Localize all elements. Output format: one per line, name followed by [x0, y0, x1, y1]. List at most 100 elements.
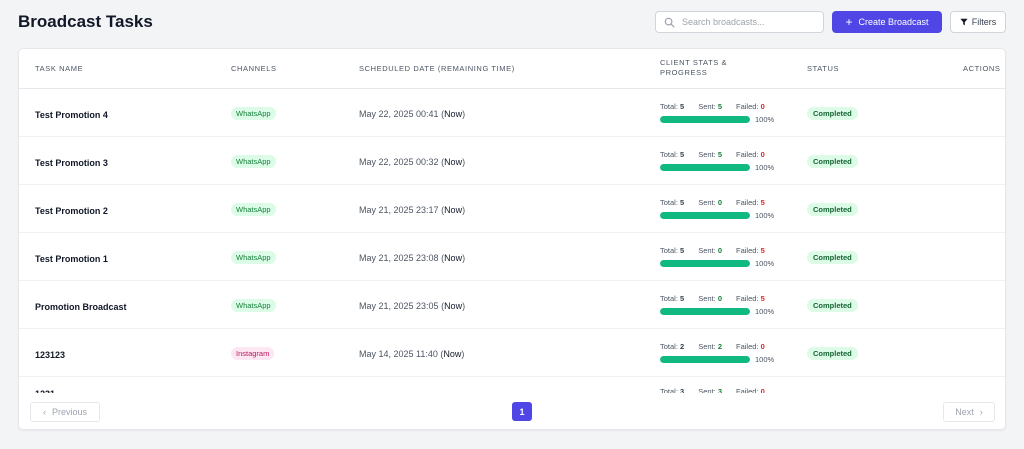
col-client-stats: CLIENT STATS & PROGRESS [660, 58, 727, 78]
date-value: May 21, 2025 23:05 [359, 301, 439, 311]
remaining-time: Now [443, 349, 462, 359]
total-value: 3 [680, 387, 685, 393]
total-value: 5 [680, 294, 685, 303]
progress-fill [660, 308, 750, 315]
status-badge: Completed [807, 251, 858, 264]
failed-value: 0 [760, 387, 765, 393]
failed-value: 5 [760, 294, 765, 303]
table-row[interactable]: Test Promotion 2 WhatsApp May 21, 2025 2… [19, 185, 1005, 233]
sent-value: 0 [717, 198, 722, 207]
progress-fill [660, 164, 750, 171]
scheduled-date: May 21, 2025 23:17 (Now) [359, 205, 466, 215]
table-body: Test Promotion 4 WhatsApp May 22, 2025 0… [19, 89, 1005, 393]
client-stats: Total: 5 Sent: 0 Failed: 5 [660, 294, 779, 303]
remaining-time: Now [444, 109, 463, 119]
sent-value: 0 [717, 294, 722, 303]
table-header: TASK NAME CHANNELS SCHEDULED DATE (REMAI… [19, 49, 1005, 89]
broadcast-table-card: TASK NAME CHANNELS SCHEDULED DATE (REMAI… [18, 48, 1006, 430]
channel-badge-instagram: Instagram [231, 347, 275, 360]
progress-bar [660, 356, 750, 363]
scheduled-date: May 21, 2025 23:05 (Now) [359, 301, 466, 311]
total-value: 2 [680, 342, 685, 351]
sent-label: Sent: [698, 102, 716, 111]
search-input[interactable] [682, 17, 822, 27]
total-label: Total: [660, 150, 678, 159]
failed-label: Failed: [735, 387, 759, 393]
remaining-time: Now [444, 157, 463, 167]
total-label: Total: [660, 198, 678, 207]
scheduled-date: May 22, 2025 00:32 (Now) [359, 157, 466, 167]
channel-badge-whatsapp: WhatsApp [231, 203, 276, 216]
progress-bar [660, 164, 750, 171]
create-broadcast-button[interactable]: + Create Broadcast [832, 11, 942, 33]
status-badge: Completed [807, 203, 858, 216]
failed-label: Failed: [735, 294, 759, 303]
progress-bar [660, 260, 750, 267]
progress-percent: 100% [755, 163, 775, 172]
remaining-time: Now [444, 205, 463, 215]
col-channels: CHANNELS [231, 64, 277, 73]
next-button[interactable]: Next › [943, 402, 995, 422]
status-badge: Completed [807, 155, 858, 168]
channel-badge-whatsapp: WhatsApp [231, 299, 276, 312]
col-client-stats-line1: CLIENT STATS & [660, 58, 728, 67]
date-value: May 21, 2025 23:08 [359, 253, 439, 263]
table-row[interactable]: 123123 Instagram May 14, 2025 11:40 (Now… [19, 329, 1005, 377]
total-value: 5 [680, 198, 685, 207]
scheduled-date: May 22, 2025 00:41 (Now) [359, 109, 466, 119]
table-row[interactable]: 1231 Total: 3 Sent: 3 Failed: 0 [19, 377, 1005, 393]
chevron-left-icon: ‹ [42, 407, 46, 417]
sent-value: 2 [717, 342, 722, 351]
create-broadcast-label: Create Broadcast [858, 17, 929, 27]
sent-label: Sent: [698, 342, 716, 351]
failed-label: Failed: [735, 102, 759, 111]
task-name: 123123 [35, 350, 66, 360]
failed-value: 0 [760, 342, 765, 351]
date-value: May 14, 2025 11:40 [359, 349, 438, 359]
page-number-button[interactable]: 1 [512, 402, 532, 421]
date-value: May 22, 2025 00:41 [359, 109, 439, 119]
status-badge: Completed [807, 107, 858, 120]
failed-label: Failed: [735, 246, 759, 255]
total-label: Total: [660, 387, 678, 393]
table-row[interactable]: Test Promotion 4 WhatsApp May 22, 2025 0… [19, 89, 1005, 137]
failed-value: 5 [760, 246, 765, 255]
task-name: Test Promotion 3 [35, 158, 108, 168]
progress-bar [660, 212, 750, 219]
channel-badge-whatsapp: WhatsApp [231, 155, 276, 168]
sent-label: Sent: [698, 294, 716, 303]
sent-value: 5 [717, 150, 722, 159]
date-value: May 22, 2025 00:32 [359, 157, 439, 167]
progress-percent: 100% [755, 211, 775, 220]
table-row[interactable]: Test Promotion 1 WhatsApp May 21, 2025 2… [19, 233, 1005, 281]
failed-value: 5 [760, 198, 765, 207]
failed-label: Failed: [735, 198, 759, 207]
previous-button[interactable]: ‹ Previous [30, 402, 100, 422]
col-task-name: TASK NAME [35, 64, 84, 73]
search-box[interactable] [655, 11, 824, 33]
date-value: May 21, 2025 23:17 [359, 205, 439, 215]
sent-label: Sent: [698, 198, 716, 207]
task-name: 1231 [35, 389, 55, 393]
client-stats: Total: 5 Sent: 0 Failed: 5 [660, 246, 779, 255]
total-label: Total: [660, 246, 678, 255]
progress-fill [660, 356, 750, 363]
progress-fill [660, 212, 750, 219]
col-status: STATUS [807, 64, 840, 73]
progress-percent: 100% [755, 307, 775, 316]
progress-bar [660, 308, 750, 315]
client-stats: Total: 5 Sent: 5 Failed: 0 [660, 102, 779, 111]
status-badge: Completed [807, 299, 858, 312]
client-stats: Total: 5 Sent: 5 Failed: 0 [660, 150, 779, 159]
scheduled-date: May 14, 2025 11:40 (Now) [359, 349, 465, 359]
col-actions: ACTIONS [963, 64, 1001, 73]
failed-label: Failed: [735, 150, 759, 159]
sent-label: Sent: [698, 246, 716, 255]
col-client-stats-line2: PROGRESS [660, 68, 708, 77]
filters-button[interactable]: Filters [950, 11, 1006, 33]
table-row[interactable]: Test Promotion 3 WhatsApp May 22, 2025 0… [19, 137, 1005, 185]
col-scheduled-date: SCHEDULED DATE (REMAINING TIME) [359, 64, 515, 73]
task-name: Test Promotion 4 [35, 110, 108, 120]
sent-value: 0 [717, 246, 722, 255]
table-row[interactable]: Promotion Broadcast WhatsApp May 21, 202… [19, 281, 1005, 329]
